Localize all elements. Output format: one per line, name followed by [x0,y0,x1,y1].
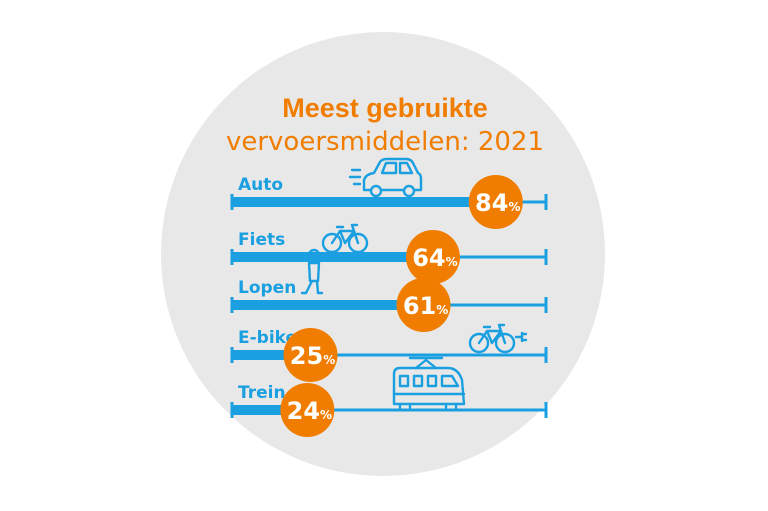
data-label: 25% [290,342,335,370]
bar [232,405,308,415]
value-bubble [468,175,523,229]
bar [232,252,433,262]
plug-icon [514,331,528,343]
bar [232,197,496,207]
bike-frame [477,323,507,345]
car-wheel [402,184,416,198]
bike-wheel [494,332,516,354]
chart-subtitle: vervoersmiddelen: 2021 [226,127,544,157]
category-label: Auto [238,175,283,195]
data-label: 64% [412,244,457,272]
chart-title: Meest gebruikte [282,93,488,123]
car-speed-lines [348,168,362,186]
walking-person-icon [300,248,324,295]
bar-row: Lopen 61% [230,248,548,332]
data-label: 84% [475,189,520,217]
pantograph [408,356,444,370]
category-label: E-bike [238,328,297,348]
value-bubble [396,278,451,332]
category-label: Fiets [238,230,285,250]
bar [232,350,311,360]
car-wheel [369,184,383,198]
value-bubble [283,328,338,382]
train-body [392,366,466,406]
data-label: 61% [403,292,448,320]
value-bubble [280,383,335,437]
person-legs [300,279,324,295]
bike-wheel [468,332,490,354]
bar-row: Fiets 64% [230,223,548,284]
bar [232,300,424,310]
data-label: 24% [287,397,332,425]
value-bubble [405,230,460,284]
train-wheels [398,402,458,412]
e-bike-icon [468,323,528,354]
bike-frame [330,223,360,245]
car-body [362,157,423,192]
car-icon [348,157,423,198]
person-head [307,248,321,262]
category-label: Lopen [238,278,296,298]
train-windows [398,374,460,388]
train-icon [392,356,466,412]
bar-row: Auto 84% [230,157,548,229]
category-label: Trein [238,383,286,403]
car-windows [380,161,414,175]
